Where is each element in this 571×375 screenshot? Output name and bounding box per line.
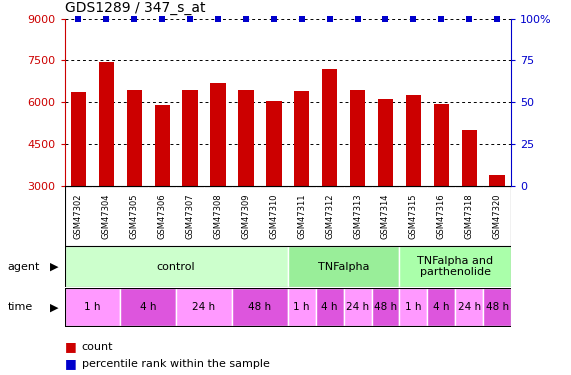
Text: 24 h: 24 h (346, 302, 369, 312)
Text: 4 h: 4 h (321, 302, 338, 312)
Bar (176, 288, 232, 326)
Bar (210, 83, 226, 186)
Text: TNFalpha: TNFalpha (318, 262, 369, 272)
Text: GSM47309: GSM47309 (242, 193, 251, 239)
Bar (182, 90, 198, 186)
Bar (461, 130, 477, 186)
Text: GSM47318: GSM47318 (465, 193, 474, 239)
Text: count: count (82, 342, 113, 352)
Text: ▶: ▶ (50, 302, 59, 312)
Bar (288, 288, 316, 326)
Text: agent: agent (7, 262, 40, 272)
Bar (489, 174, 505, 186)
Text: ■: ■ (65, 340, 77, 353)
Bar (65, 246, 288, 287)
Text: GSM47311: GSM47311 (297, 193, 306, 239)
Text: GSM47306: GSM47306 (158, 193, 167, 239)
Bar (294, 91, 309, 186)
Bar (400, 246, 511, 287)
Text: GSM47320: GSM47320 (493, 193, 501, 239)
Bar (120, 288, 176, 326)
Bar (127, 90, 142, 186)
Bar (372, 288, 400, 326)
Bar (71, 93, 86, 186)
Text: 4 h: 4 h (140, 302, 156, 312)
Bar (400, 288, 427, 326)
Bar (350, 90, 365, 186)
Bar (266, 101, 282, 186)
Bar (288, 246, 400, 287)
Text: GSM47307: GSM47307 (186, 193, 195, 239)
Text: GSM47308: GSM47308 (214, 193, 223, 239)
Text: GSM47315: GSM47315 (409, 193, 418, 239)
Bar (232, 288, 288, 326)
Text: 24 h: 24 h (457, 302, 481, 312)
Bar (155, 105, 170, 186)
Text: ▶: ▶ (50, 262, 59, 272)
Bar (344, 288, 372, 326)
Bar (455, 288, 483, 326)
Text: ■: ■ (65, 357, 77, 370)
Bar (378, 99, 393, 186)
Bar (322, 69, 337, 186)
Bar (238, 90, 254, 186)
Text: GSM47316: GSM47316 (437, 193, 446, 239)
Bar (433, 104, 449, 186)
Bar (483, 288, 511, 326)
Text: 1 h: 1 h (405, 302, 421, 312)
Bar (99, 62, 114, 186)
Text: TNFalpha and
parthenolide: TNFalpha and parthenolide (417, 256, 493, 278)
Text: 1 h: 1 h (293, 302, 310, 312)
Text: GSM47310: GSM47310 (270, 193, 278, 239)
Text: GSM47313: GSM47313 (353, 193, 362, 239)
Text: GDS1289 / 347_s_at: GDS1289 / 347_s_at (65, 1, 205, 15)
Text: 48 h: 48 h (485, 302, 509, 312)
Text: 48 h: 48 h (374, 302, 397, 312)
Bar (65, 288, 120, 326)
Text: percentile rank within the sample: percentile rank within the sample (82, 359, 270, 369)
Text: GSM47302: GSM47302 (74, 193, 83, 239)
Bar (316, 288, 344, 326)
Text: time: time (7, 302, 33, 312)
Text: 4 h: 4 h (433, 302, 449, 312)
Text: GSM47304: GSM47304 (102, 193, 111, 239)
Bar (405, 95, 421, 186)
Text: GSM47305: GSM47305 (130, 193, 139, 239)
Bar (427, 288, 455, 326)
Text: 1 h: 1 h (84, 302, 100, 312)
Text: 48 h: 48 h (248, 302, 271, 312)
Text: 24 h: 24 h (192, 302, 216, 312)
Text: control: control (157, 262, 195, 272)
Text: GSM47314: GSM47314 (381, 193, 390, 239)
Text: GSM47312: GSM47312 (325, 193, 334, 239)
